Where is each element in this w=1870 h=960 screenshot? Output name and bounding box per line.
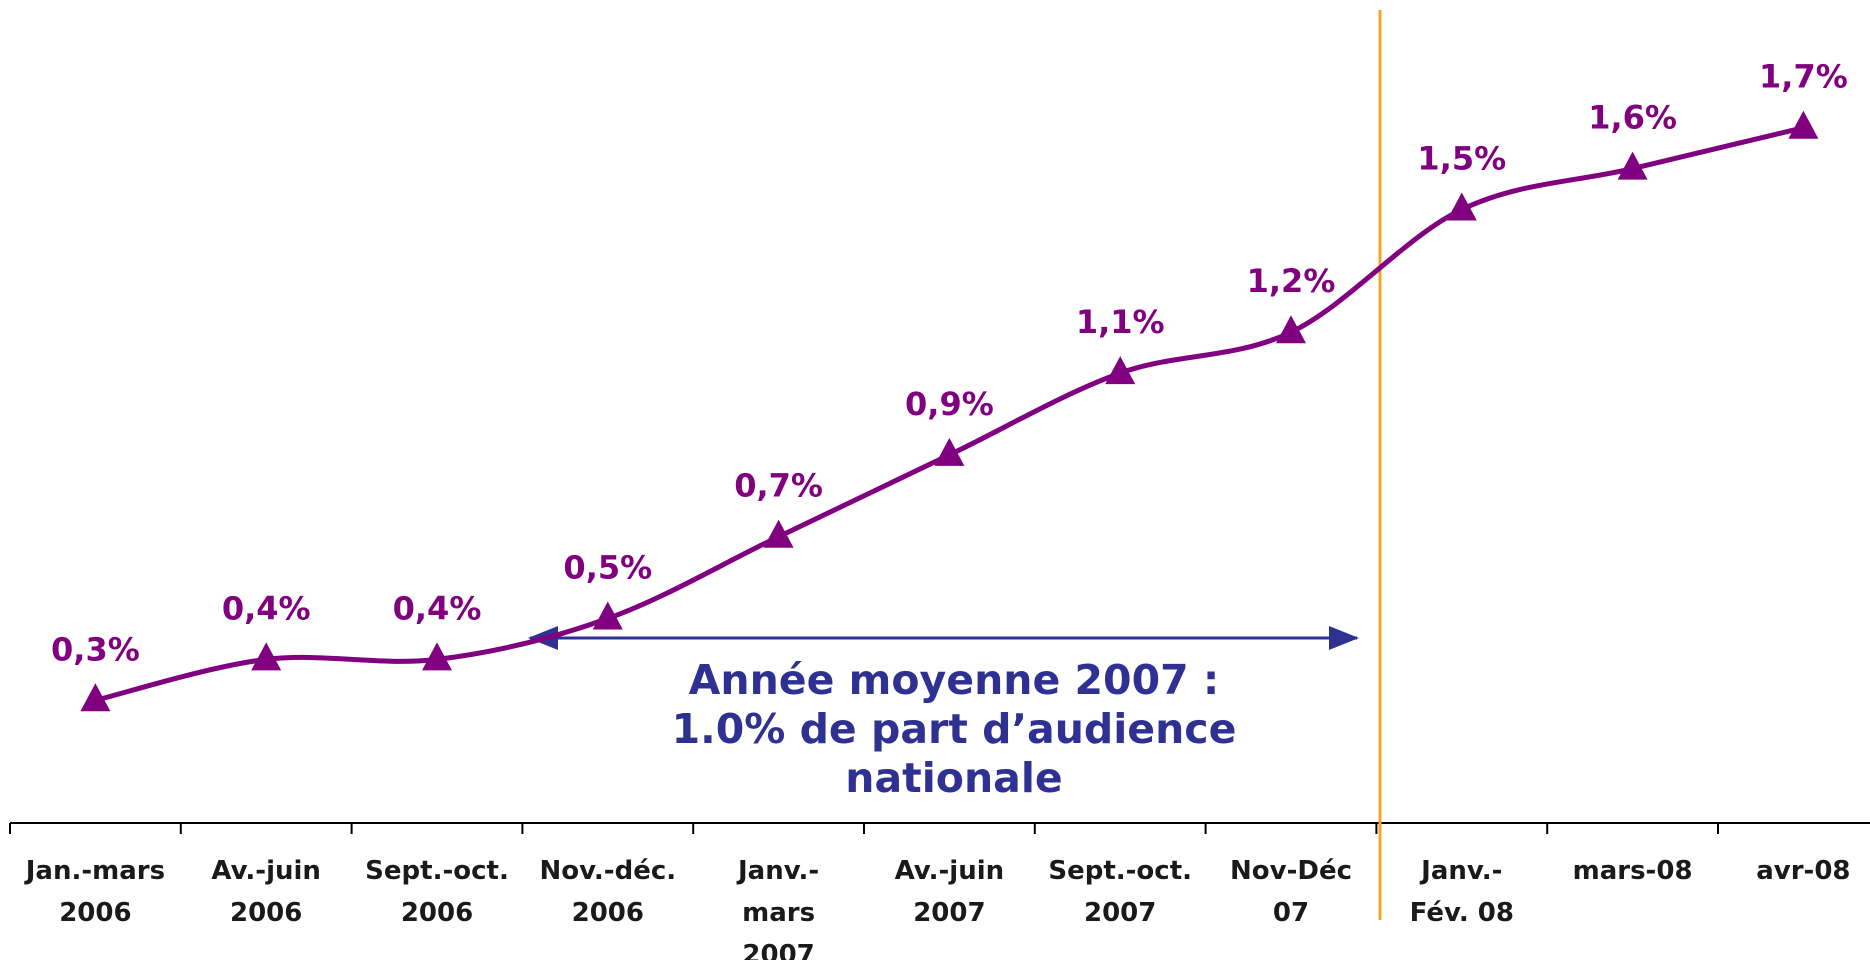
x-tick-label: Av.-juin 2006 — [211, 856, 321, 928]
x-tick-label: Janv.- Fév. 08 — [1409, 856, 1514, 928]
x-tick-label: Av.-juin 2007 — [894, 856, 1005, 928]
x-tick-label: Sept.-oct. 2006 — [365, 856, 509, 928]
data-label: 1,5% — [1417, 140, 1506, 178]
data-label: 0,4% — [393, 589, 482, 627]
x-tick-label: Jan.-mars 2006 — [25, 856, 166, 928]
data-label: 0,4% — [222, 589, 311, 627]
marker — [251, 642, 282, 671]
marker — [934, 437, 965, 466]
marker — [1446, 192, 1477, 221]
data-label: 0,5% — [563, 549, 652, 587]
x-tick-label: Nov.-déc. 2006 — [539, 856, 677, 928]
x-tick-label: mars-08 — [1572, 856, 1693, 886]
x-tick-label: avr-08 — [1756, 856, 1851, 886]
data-label: 0,9% — [905, 385, 994, 423]
marker — [422, 642, 452, 671]
x-tick-label: Nov-Déc 07 — [1230, 856, 1352, 928]
data-label: 0,7% — [734, 467, 823, 505]
marker — [763, 519, 794, 548]
data-label: 1,7% — [1759, 58, 1848, 96]
marker — [1788, 110, 1819, 139]
marker — [1105, 356, 1136, 385]
marker — [1276, 315, 1306, 344]
x-tick-label: Sept.-oct. 2007 — [1048, 856, 1193, 928]
data-label: 0,3% — [51, 630, 140, 668]
data-label: 1,6% — [1588, 99, 1677, 137]
data-label: 1,2% — [1247, 262, 1336, 300]
x-tick-label: Janv.- mars 2007 — [737, 856, 820, 960]
marker — [80, 683, 111, 712]
marker — [1617, 151, 1648, 180]
data-label: 1,1% — [1076, 303, 1165, 341]
annotation: Année moyenne 2007 : 1.0% de part d’audi… — [671, 656, 1237, 802]
marker — [592, 601, 623, 630]
